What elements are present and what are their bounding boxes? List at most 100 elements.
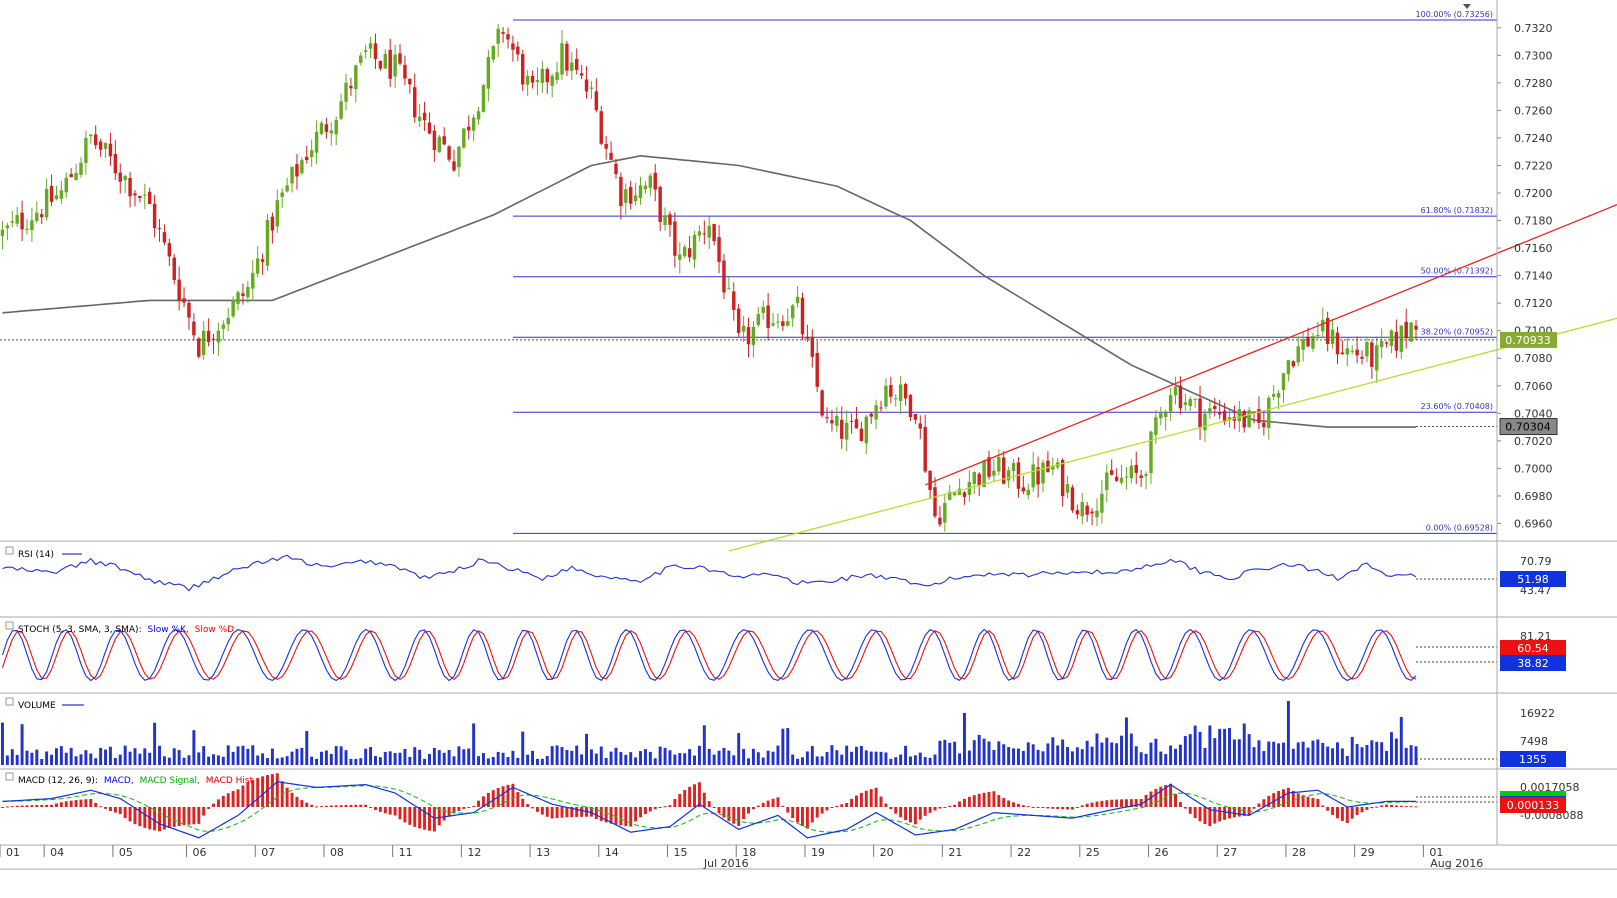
candle-body: [570, 62, 574, 71]
candle-140: [687, 235, 692, 263]
candle-body: [1090, 511, 1094, 514]
trendlines[interactable]: [728, 203, 1617, 552]
panel-collapse-icon-0: [5, 546, 14, 555]
volume-bar-211: [1036, 749, 1040, 765]
candle-72: [354, 64, 358, 103]
macd-hist-bar-77: [378, 807, 382, 812]
macd-hist-bar-46: [226, 793, 230, 807]
candle-63: [309, 139, 314, 167]
volume-bar-195: [958, 753, 962, 765]
fib-label-0: 100.00% (0.73256): [1416, 10, 1493, 19]
candle-body: [727, 288, 731, 290]
volume-bar-51: [251, 745, 255, 765]
day-label-15: 22: [1017, 846, 1031, 859]
macd-hist-bar-224: [1100, 800, 1104, 807]
volume-bar-38: [187, 755, 191, 765]
macd-hist-bar-213: [1046, 807, 1050, 809]
macd-hist-bar-47: [231, 791, 235, 807]
volume-bar-26: [128, 751, 132, 765]
macd-hist-bar-38: [187, 807, 191, 825]
candle-body: [255, 258, 260, 274]
candle-55: [270, 212, 275, 244]
macd-hist-bar-184: [904, 807, 908, 821]
candle-body: [815, 352, 819, 387]
candle-243: [1193, 398, 1197, 408]
volume-bar-192: [943, 739, 947, 765]
volume-bar-253: [1242, 723, 1246, 765]
stoch-lines: [1, 628, 1497, 682]
macd-hist-bar-81: [398, 807, 402, 820]
candle-body: [49, 185, 54, 202]
candle-64: [314, 120, 319, 164]
stoch-panel[interactable]: STOCH (5, 3, SMA, 3, SMA): Slow %K, Slow…: [1, 625, 1498, 682]
candle-232: [1139, 469, 1143, 487]
volume-bar-239: [1174, 748, 1177, 765]
candle-275: [1350, 345, 1354, 355]
candle-body: [673, 221, 677, 256]
candle-body: [977, 473, 981, 486]
candle-body: [771, 323, 775, 326]
volume-bar-222: [1090, 746, 1094, 765]
macd-hist-bar-71: [349, 804, 353, 807]
volume-bar-58: [285, 756, 289, 765]
candle-70: [344, 73, 348, 111]
macd-hist-bar-161: [791, 807, 795, 819]
candle-body: [206, 331, 211, 342]
time-axis: 01 04 05 06 07 08 11 12 13 14 15 18 19 20 21 22 25 26 27 28…: [0, 845, 1483, 870]
volume-bar-123: [604, 757, 608, 765]
candle-body: [1051, 465, 1055, 470]
volume-panel[interactable]: VOLUME: [0, 701, 1497, 765]
candle-187: [918, 415, 923, 440]
candle-143: [702, 220, 707, 245]
volume-bar-158: [776, 745, 780, 765]
volume-bar-129: [634, 757, 638, 765]
macd-hist-bar-125: [614, 807, 618, 825]
macd-panel[interactable]: MACD (12, 26, 9): MACD, MACD Signal, MAC…: [0, 773, 1497, 839]
candle-136: [668, 211, 672, 237]
candle-body: [1330, 329, 1335, 344]
candle-body: [398, 53, 402, 64]
candle-264: [1296, 336, 1300, 367]
volume-bar-32: [158, 745, 161, 765]
candle-109: [535, 67, 540, 96]
candle-146: [717, 224, 721, 274]
volume-bar-221: [1085, 740, 1089, 765]
candle-111: [545, 67, 549, 94]
candle-95: [467, 115, 471, 140]
price-panel[interactable]: 100.00% (0.73256) 61.80% (0.71832) 50.00% …: [0, 10, 1617, 552]
volume-bar-21: [104, 749, 107, 765]
candle-118: [579, 65, 584, 80]
candle-body: [1325, 317, 1330, 344]
candle-body: [270, 216, 275, 231]
volume-bar-260: [1277, 743, 1281, 765]
macd-hist-bar-35: [172, 807, 176, 827]
macd-hist-bar-121: [594, 807, 598, 820]
macd-hist-bar-59: [290, 792, 294, 807]
volume-bar-266: [1306, 747, 1310, 765]
candle-body: [1316, 334, 1320, 336]
candle-62: [305, 145, 309, 164]
volume-bar-16: [79, 754, 83, 765]
macd-hist-bar-261: [1282, 789, 1285, 807]
macd-hist-bar-114: [560, 807, 564, 818]
macd-hist-bar-194: [953, 804, 957, 807]
volume-bar-83: [408, 756, 412, 765]
volume-bar-54: [266, 758, 269, 765]
candle-body: [736, 308, 741, 333]
volume-bar-115: [565, 750, 569, 765]
candle-156: [766, 292, 770, 341]
candle-231: [1134, 451, 1138, 484]
volume-bar-127: [624, 754, 628, 765]
macd-hist-bar-222: [1090, 802, 1094, 807]
candle-197: [967, 470, 972, 502]
candle-body: [889, 385, 893, 397]
macd-hist-bar-203: [997, 795, 1001, 807]
macd-hist-bar-45: [221, 795, 225, 807]
macd-hist-bar-258: [1267, 795, 1271, 807]
candle-body: [1208, 408, 1212, 414]
volume-bar-62: [305, 731, 309, 765]
day-label-16: 25: [1086, 846, 1100, 859]
rsi-panel[interactable]: RSI (14): [2, 550, 1498, 592]
